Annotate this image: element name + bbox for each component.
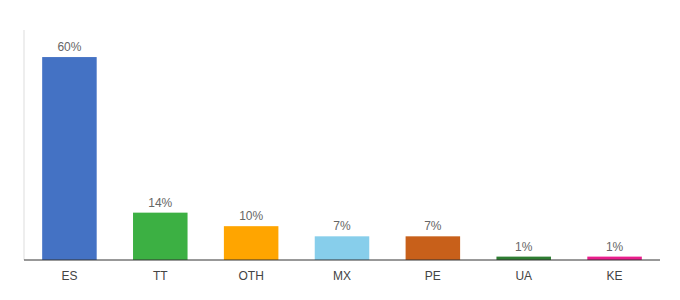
bar xyxy=(406,236,461,260)
chart: ES TT OTH MX PE UA KE 60% 14% 10% 7% 7% 1% 1% xyxy=(0,0,680,300)
bar xyxy=(224,226,279,260)
bar xyxy=(587,257,642,260)
data-label: 14% xyxy=(148,196,172,210)
bars xyxy=(42,57,642,260)
bar xyxy=(496,257,551,260)
x-tick-label: KE xyxy=(607,269,623,283)
x-tick-label: TT xyxy=(153,269,168,283)
x-tick-label: OTH xyxy=(238,269,263,283)
chart-container: ES TT OTH MX PE UA KE 60% 14% 10% 7% 7% 1% 1% xyxy=(0,0,680,300)
data-label: 1% xyxy=(606,240,624,254)
x-tick-label: ES xyxy=(61,269,77,283)
data-label: 60% xyxy=(57,40,81,54)
bar xyxy=(133,213,188,260)
data-label: 7% xyxy=(424,219,442,233)
x-tick-label: MX xyxy=(333,269,351,283)
data-label: 1% xyxy=(515,240,533,254)
bar xyxy=(315,236,370,260)
x-axis-line xyxy=(24,260,660,261)
x-tick-label: PE xyxy=(425,269,441,283)
bar xyxy=(42,57,97,260)
data-label: 10% xyxy=(239,209,263,223)
x-tick-label: UA xyxy=(515,269,532,283)
y-axis-line xyxy=(24,30,25,260)
data-label: 7% xyxy=(333,219,351,233)
